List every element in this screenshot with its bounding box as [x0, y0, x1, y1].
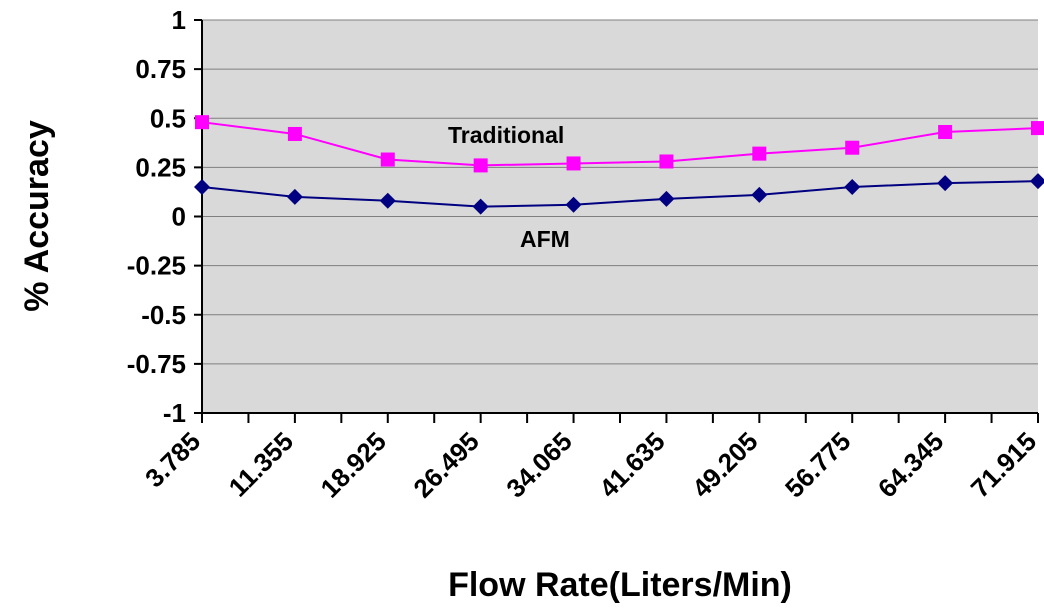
- series-label-traditional: Traditional: [448, 122, 564, 148]
- data-point: [659, 154, 674, 169]
- x-tick-label: 11.355: [223, 426, 299, 502]
- x-axis-ticks: 3.785 11.355 18.925 26.495 34.065 41.635 49.20…: [139, 413, 1042, 503]
- y-tick-label: -0.75: [127, 349, 186, 379]
- data-point: [844, 179, 861, 196]
- data-point: [379, 192, 396, 209]
- y-tick-label: 0.5: [150, 103, 186, 133]
- data-point: [752, 146, 767, 161]
- x-axis-title: Flow Rate(Liters/Min): [448, 566, 792, 604]
- y-tick-label: -0.25: [127, 251, 186, 281]
- x-tick-label: 41.635: [593, 426, 670, 503]
- y-axis-title: % Accuracy: [18, 120, 56, 312]
- y-tick-label: -0.5: [141, 300, 186, 330]
- data-point: [565, 196, 582, 213]
- y-axis-ticks: 1 0.75 0.5 0.25 0 -0.25 -0.5 -0.75 -1: [127, 5, 202, 428]
- x-tick-label: 26.495: [407, 426, 484, 503]
- data-point: [566, 156, 581, 171]
- data-point: [194, 179, 210, 196]
- data-point: [472, 198, 489, 215]
- y-tick-label: 1: [172, 5, 186, 35]
- y-tick-label: -1: [163, 398, 186, 428]
- x-tick-label: 64.345: [872, 426, 949, 503]
- data-point: [473, 158, 488, 173]
- data-point: [287, 126, 302, 141]
- y-tick-label: 0.75: [135, 54, 186, 84]
- x-tick-label: 56.775: [779, 426, 856, 503]
- series-lines: [201, 121, 1039, 208]
- y-tick-label: 0.25: [135, 152, 186, 182]
- x-tick-label: 34.065: [500, 426, 577, 503]
- data-point: [1031, 121, 1044, 136]
- grid-lines: [202, 19, 1038, 365]
- data-point: [845, 140, 860, 155]
- data-point: [938, 125, 953, 140]
- data-point: [380, 152, 395, 167]
- series-markers: [194, 115, 1044, 215]
- series-line: [201, 121, 1039, 167]
- data-point: [286, 188, 303, 205]
- x-tick-label: 18.925: [315, 426, 392, 503]
- data-point: [195, 115, 209, 130]
- data-point: [937, 175, 954, 192]
- data-point: [751, 186, 768, 203]
- y-tick-label: 0: [172, 202, 186, 232]
- x-tick-label: 3.785: [139, 426, 206, 493]
- data-point: [658, 190, 675, 207]
- data-point: [1030, 173, 1044, 190]
- x-tick-label: 49.205: [686, 426, 763, 503]
- x-tick-label: 71.915: [965, 426, 1042, 503]
- series-label-afm: AFM: [520, 226, 570, 252]
- series-line: [201, 180, 1039, 208]
